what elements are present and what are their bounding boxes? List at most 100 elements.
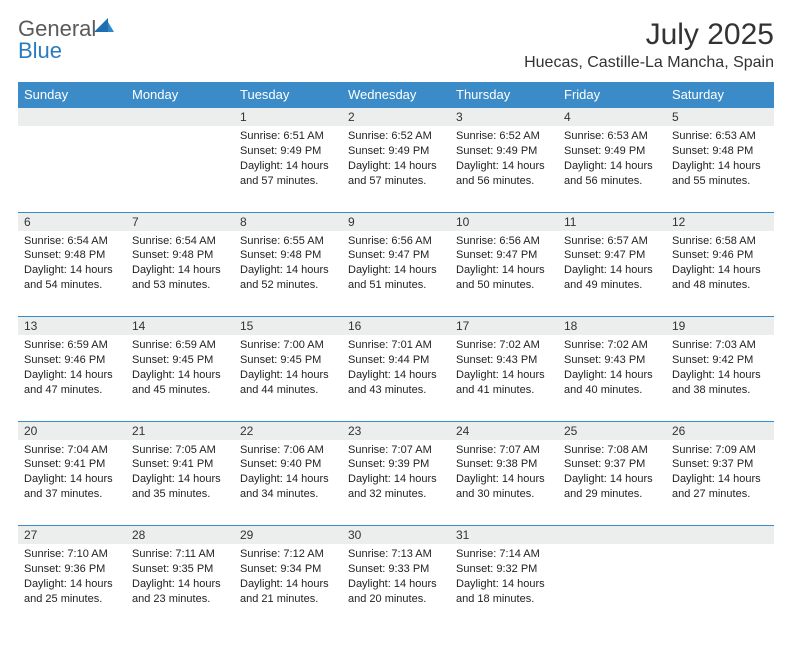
day-number: 26 [666, 422, 774, 440]
day-number-cell: 29 [234, 526, 342, 545]
day-number: 12 [666, 213, 774, 231]
day-number-cell [558, 526, 666, 545]
day-cell: Sunrise: 7:09 AMSunset: 9:37 PMDaylight:… [666, 440, 774, 508]
day-number: 8 [234, 213, 342, 231]
day-number-cell: 2 [342, 108, 450, 127]
day-cell: Sunrise: 6:58 AMSunset: 9:46 PMDaylight:… [666, 231, 774, 299]
day-number: 6 [18, 213, 126, 231]
day-number: 31 [450, 526, 558, 544]
empty-cell [666, 544, 774, 630]
weekday-header: Friday [558, 82, 666, 108]
day-number-cell: 30 [342, 526, 450, 545]
day-number-cell: 5 [666, 108, 774, 127]
day-number-cell: 11 [558, 212, 666, 231]
day-number: 28 [126, 526, 234, 544]
day-cell: Sunrise: 7:07 AMSunset: 9:38 PMDaylight:… [450, 440, 558, 508]
day-number: 14 [126, 317, 234, 335]
day-cell: Sunrise: 6:53 AMSunset: 9:49 PMDaylight:… [558, 126, 666, 194]
day-number: 25 [558, 422, 666, 440]
day-number-cell: 27 [18, 526, 126, 545]
day-number-cell: 23 [342, 421, 450, 440]
day-number-cell [126, 108, 234, 127]
day-cell: Sunrise: 7:14 AMSunset: 9:32 PMDaylight:… [450, 544, 558, 612]
day-cell: Sunrise: 7:06 AMSunset: 9:40 PMDaylight:… [234, 440, 342, 508]
day-number: 30 [342, 526, 450, 544]
day-number-empty [18, 108, 126, 126]
day-cell: Sunrise: 6:56 AMSunset: 9:47 PMDaylight:… [450, 231, 558, 299]
day-cell: Sunrise: 7:03 AMSunset: 9:42 PMDaylight:… [666, 335, 774, 403]
day-cell: Sunrise: 7:10 AMSunset: 9:36 PMDaylight:… [18, 544, 126, 612]
day-number: 15 [234, 317, 342, 335]
day-number-cell: 16 [342, 317, 450, 336]
day-number: 19 [666, 317, 774, 335]
day-cell: Sunrise: 6:52 AMSunset: 9:49 PMDaylight:… [342, 126, 450, 194]
day-cell: Sunrise: 7:13 AMSunset: 9:33 PMDaylight:… [342, 544, 450, 612]
day-number-cell: 15 [234, 317, 342, 336]
day-cell: Sunrise: 6:59 AMSunset: 9:45 PMDaylight:… [126, 335, 234, 403]
day-number: 9 [342, 213, 450, 231]
day-number-empty [558, 526, 666, 544]
day-cell: Sunrise: 6:57 AMSunset: 9:47 PMDaylight:… [558, 231, 666, 299]
day-cell: Sunrise: 7:05 AMSunset: 9:41 PMDaylight:… [126, 440, 234, 508]
day-number-cell: 19 [666, 317, 774, 336]
day-number: 4 [558, 108, 666, 126]
calendar-page: GeneralBlue July 2025 Huecas, Castille-L… [0, 0, 792, 648]
day-cell: Sunrise: 7:04 AMSunset: 9:41 PMDaylight:… [18, 440, 126, 508]
page-header: GeneralBlue July 2025 Huecas, Castille-L… [18, 18, 774, 72]
day-cell: Sunrise: 7:07 AMSunset: 9:39 PMDaylight:… [342, 440, 450, 508]
day-number: 27 [18, 526, 126, 544]
day-number-cell: 18 [558, 317, 666, 336]
day-number-cell: 9 [342, 212, 450, 231]
day-cell: Sunrise: 7:02 AMSunset: 9:43 PMDaylight:… [558, 335, 666, 403]
day-number: 23 [342, 422, 450, 440]
weekday-header: Thursday [450, 82, 558, 108]
day-number: 17 [450, 317, 558, 335]
brand-name-blue: Blue [18, 38, 62, 63]
day-cell: Sunrise: 6:51 AMSunset: 9:49 PMDaylight:… [234, 126, 342, 194]
day-number-cell: 4 [558, 108, 666, 127]
day-number-cell: 6 [18, 212, 126, 231]
day-number-cell: 26 [666, 421, 774, 440]
day-number-cell [666, 526, 774, 545]
day-number-empty [666, 526, 774, 544]
brand-name: GeneralBlue [18, 18, 114, 62]
day-cell: Sunrise: 6:54 AMSunset: 9:48 PMDaylight:… [18, 231, 126, 299]
day-number-cell: 8 [234, 212, 342, 231]
title-block: July 2025 Huecas, Castille-La Mancha, Sp… [524, 18, 774, 72]
day-cell: Sunrise: 7:12 AMSunset: 9:34 PMDaylight:… [234, 544, 342, 612]
brand-sail-icon [94, 18, 114, 40]
day-number-cell: 21 [126, 421, 234, 440]
day-number: 10 [450, 213, 558, 231]
weekday-header: Monday [126, 82, 234, 108]
calendar-header-row: SundayMondayTuesdayWednesdayThursdayFrid… [18, 82, 774, 108]
day-cell: Sunrise: 7:00 AMSunset: 9:45 PMDaylight:… [234, 335, 342, 403]
day-number: 5 [666, 108, 774, 126]
day-cell: Sunrise: 7:02 AMSunset: 9:43 PMDaylight:… [450, 335, 558, 403]
day-number: 29 [234, 526, 342, 544]
day-number: 13 [18, 317, 126, 335]
weekday-header: Sunday [18, 82, 126, 108]
day-cell: Sunrise: 7:11 AMSunset: 9:35 PMDaylight:… [126, 544, 234, 612]
day-cell: Sunrise: 6:52 AMSunset: 9:49 PMDaylight:… [450, 126, 558, 194]
day-number: 7 [126, 213, 234, 231]
empty-cell [558, 544, 666, 630]
weekday-header: Saturday [666, 82, 774, 108]
brand-logo: GeneralBlue [18, 18, 114, 62]
day-cell: Sunrise: 6:53 AMSunset: 9:48 PMDaylight:… [666, 126, 774, 194]
day-cell: Sunrise: 7:01 AMSunset: 9:44 PMDaylight:… [342, 335, 450, 403]
day-number-cell: 3 [450, 108, 558, 127]
empty-cell [126, 126, 234, 212]
day-number-cell: 1 [234, 108, 342, 127]
day-cell: Sunrise: 7:08 AMSunset: 9:37 PMDaylight:… [558, 440, 666, 508]
day-number-cell: 20 [18, 421, 126, 440]
day-number-empty [126, 108, 234, 126]
day-number-cell: 25 [558, 421, 666, 440]
day-number: 24 [450, 422, 558, 440]
location-subtitle: Huecas, Castille-La Mancha, Spain [524, 54, 774, 72]
day-number-cell: 28 [126, 526, 234, 545]
day-cell: Sunrise: 6:56 AMSunset: 9:47 PMDaylight:… [342, 231, 450, 299]
day-number: 1 [234, 108, 342, 126]
day-number: 3 [450, 108, 558, 126]
day-number: 18 [558, 317, 666, 335]
day-number-cell: 13 [18, 317, 126, 336]
